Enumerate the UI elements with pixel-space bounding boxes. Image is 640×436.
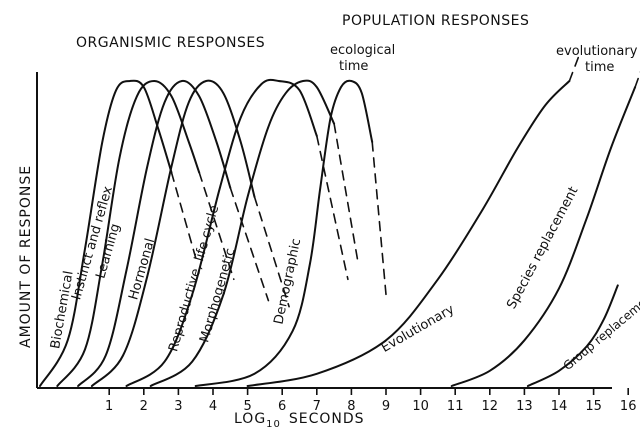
curve-evolutionary-dashed-extension — [568, 52, 581, 82]
curve-group-replacement — [526, 284, 619, 387]
curve-label-species-replacement: Species replacement — [504, 184, 581, 311]
x-tick-label: 14 — [551, 399, 568, 414]
x-axis-ticks: 1 2 3 4 5 6 7 8 9 10 11 12 13 14 15 16 — [105, 388, 636, 414]
x-axis-title-log: LOG — [234, 411, 266, 427]
x-tick-label: 15 — [585, 399, 602, 414]
x-tick-label: 1 — [105, 399, 113, 414]
population-header: POPULATION RESPONSES — [342, 13, 529, 29]
x-axis-title: LOG10 SECONDS — [234, 411, 365, 430]
organismic-header: ORGANISMIC RESPONSES — [76, 35, 265, 51]
ecological-time-label-line1: ecological — [330, 43, 395, 58]
curve-learning — [77, 79, 232, 387]
evolutionary-time-label-line2: time — [585, 60, 614, 75]
curve-species-replacement — [450, 86, 637, 387]
x-tick-label: 8 — [347, 399, 355, 414]
curve-demographic — [194, 79, 374, 387]
x-tick-label: 12 — [482, 399, 499, 414]
x-axis-title-unit: SECONDS — [289, 411, 365, 427]
curve-label-evolutionary: Evolutionary — [379, 302, 457, 356]
curve-reproductive-life-cycle — [125, 78, 318, 387]
curve-biochemical — [39, 79, 173, 387]
x-tick-label: 11 — [447, 399, 464, 414]
curve-hormonal-dashed-extension — [253, 196, 290, 308]
curve-demographic-dashed-extension — [371, 141, 387, 296]
curve-learning-dashed-extension — [229, 187, 270, 302]
curve-label-group-replacement: Group replacement — [561, 288, 640, 374]
curve-biochemical-dashed-extension — [170, 171, 197, 259]
x-tick-label: 6 — [278, 399, 286, 414]
x-tick-label: 2 — [140, 399, 148, 414]
x-tick-label: 3 — [174, 399, 182, 414]
x-tick-label: 16 — [620, 399, 637, 414]
curve-instinct-and-reflex-dashed-extension — [198, 171, 235, 281]
x-tick-label: 7 — [313, 399, 321, 414]
x-tick-label: 10 — [412, 399, 429, 414]
curve-morphogenetic — [149, 79, 336, 387]
curve-evolutionary — [246, 80, 571, 387]
ecological-time-label-line2: time — [339, 59, 368, 74]
response-curves — [39, 52, 640, 387]
x-tick-label: 9 — [382, 399, 390, 414]
x-tick-label: 13 — [516, 399, 533, 414]
curve-hormonal — [90, 79, 256, 387]
curve-label-biochemical: Biochemical — [48, 270, 76, 350]
curve-reproductive-life-cycle-dashed-extension — [316, 135, 349, 281]
x-tick-label: 5 — [243, 399, 251, 414]
curve-morphogenetic-dashed-extension — [333, 122, 360, 265]
curve-species-replacement-dashed-extension — [634, 71, 640, 88]
evolutionary-time-label-line1: evolutionary — [556, 44, 638, 59]
x-axis-title-subscript: 10 — [266, 419, 281, 430]
y-axis-title: AMOUNT OF RESPONSE — [18, 165, 34, 348]
x-tick-label: 4 — [209, 399, 217, 414]
